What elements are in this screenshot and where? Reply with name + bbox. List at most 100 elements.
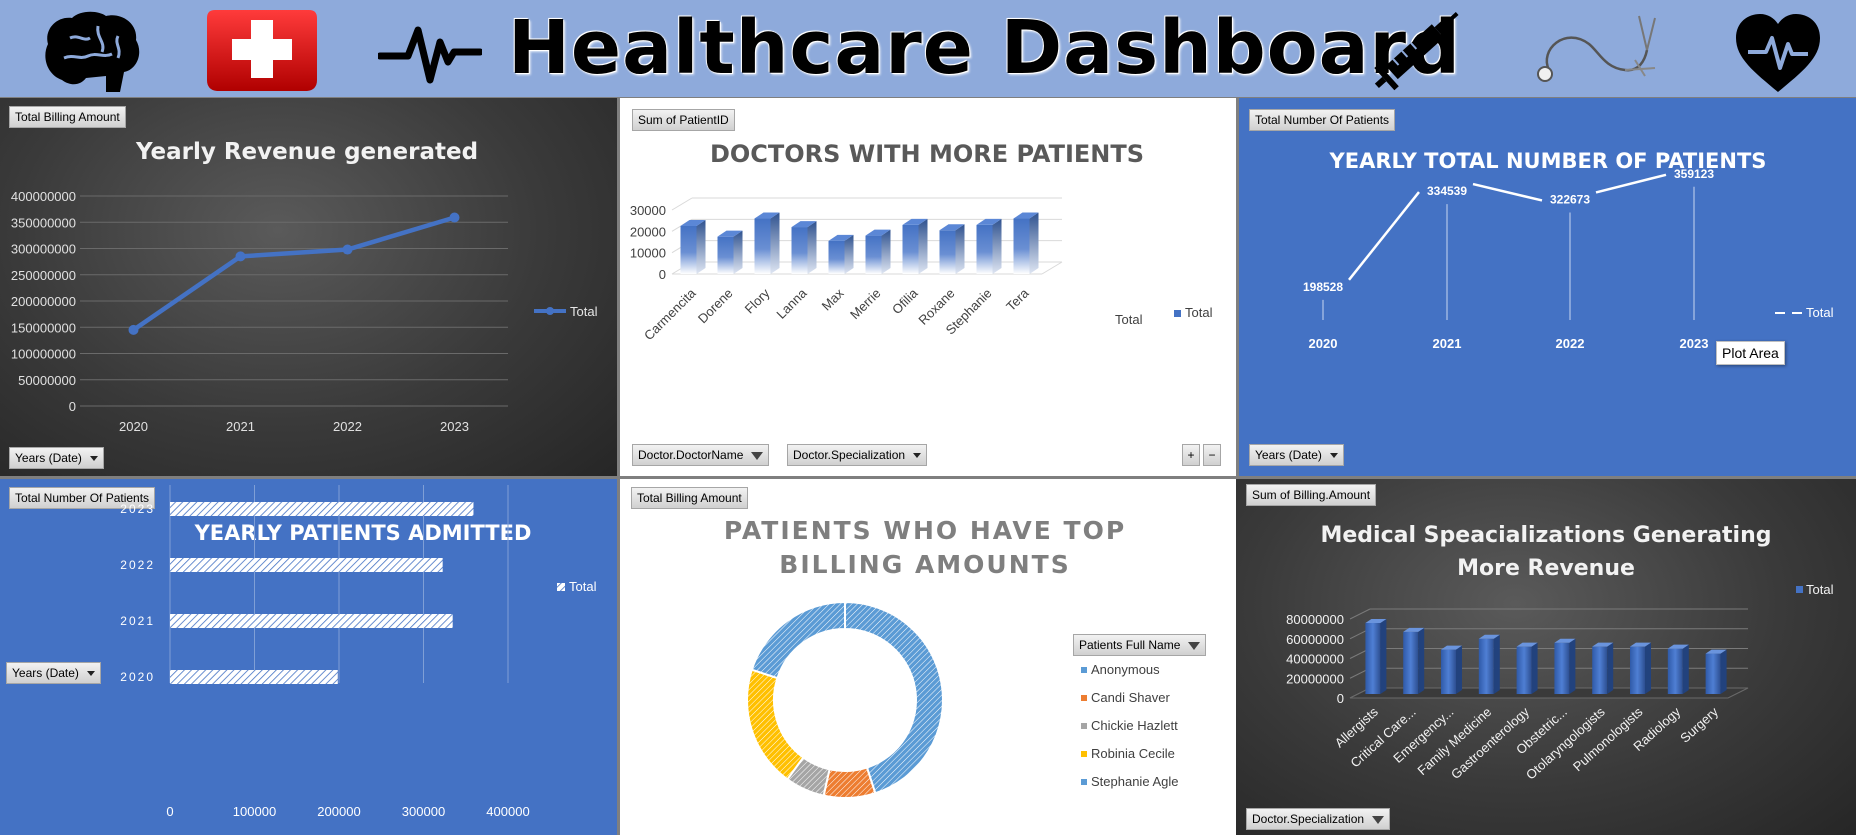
legend-swatch-total [1174,310,1181,317]
bar-side [1418,627,1425,694]
y-tick-label: 80000000 [1286,612,1344,627]
bar-side [1720,649,1727,694]
filter-doctor-specialization[interactable]: Doctor.Specialization [787,444,928,466]
bar-top [828,234,854,241]
bar-side [881,229,891,274]
bar-top [1592,642,1614,647]
chart-title: DOCTORS WITH MORE PATIENTS [710,140,1144,168]
bar [1630,646,1645,694]
legend-label-total: Total [1806,305,1834,320]
legend-label: Chickie Hazlett [1091,718,1178,733]
chart-title-line: Medical Speacializations Generating [1320,523,1771,548]
filter-doctor-name-label: Doctor.DoctorName [638,448,744,462]
field-total-number-of-patients[interactable]: Total Number Of Patients [9,487,156,509]
filter-years-date[interactable]: Years (Date) [1249,444,1344,466]
chart-title-line: More Revenue [1457,556,1635,581]
x-tick-label: 2023 [1680,336,1709,351]
filter-years-date[interactable]: Years (Date) [9,447,104,469]
data-point [235,251,246,262]
y-tick-label: 0 [69,399,76,414]
data-label: 334539 [1427,184,1467,198]
y-tick-label: 400000000 [11,189,76,204]
bar-top [976,218,1002,225]
bar-side [733,230,743,274]
bar-side [1380,618,1387,694]
filter-funnel-icon [1188,641,1201,650]
bar-side [1682,644,1689,694]
chart-title: YEARLY PATIENTS ADMITTED [194,521,532,545]
bar [1403,631,1419,694]
filter-years-date[interactable]: Years (Date) [6,662,101,684]
y-tick-label: 350000000 [11,215,76,230]
bar-top [1554,638,1576,643]
x-tick-label: 2023 [440,419,469,434]
bar-carmencita [680,226,697,274]
panel-yearly-total-patients: Total Number Of Patients YEARLY TOTAL NU… [1239,98,1856,476]
legend-swatch [1081,779,1087,785]
y-tick-label: 0 [1337,691,1344,706]
bar-top [1441,645,1462,650]
bar-side [1456,645,1462,694]
chart-top-billing: PATIENTS WHO HAVE TOP BILLING AMOUNTS Anon… [724,516,1178,799]
x-tick-label: 300000 [402,804,445,819]
legend-label-total: Total [1185,305,1213,320]
series-line-total [132,215,456,332]
collapse-button[interactable]: − [1203,444,1221,466]
filter-doctor-name[interactable]: Doctor.DoctorName [632,444,770,466]
floor-line [1041,261,1063,275]
heart-pulse-icon [1734,12,1822,94]
bar-side [770,212,780,274]
bar-max [828,240,845,274]
series-segment [1348,191,1420,281]
legend-label: Candi Shaver [1091,690,1170,705]
bar [1516,646,1532,694]
bar-side [696,220,706,274]
x-tick-label: 2022 [333,419,362,434]
field-total-number-of-patients[interactable]: Total Number Of Patients [1249,109,1396,131]
field-total-billing-amount[interactable]: Total Billing Amount [9,106,126,128]
filter-doctor-specialization[interactable]: Doctor.Specialization [1246,808,1391,830]
bar-top [1630,642,1651,647]
x-tick-label: 400000 [486,804,529,819]
stethoscope-icon [1535,10,1661,88]
bar-top [1013,212,1039,219]
field-sum-of-patientid[interactable]: Sum of PatientID [632,109,735,131]
x-tick-label: 2021 [1433,336,1462,351]
y-tick-label: 60000000 [1286,632,1344,647]
x-tick-label: Merrie [847,286,884,323]
series-segment [1472,182,1543,202]
y-tick-label: 20000000 [1286,671,1344,686]
bar-top [791,221,817,228]
y-tick-label: 250000000 [11,268,76,283]
expand-button[interactable]: + [1182,444,1200,466]
field-sum-of-billing-amount[interactable]: Sum of Billing.Amount [1246,484,1377,506]
dashboard-title: Healthcare Dashboard [508,5,1462,91]
legend-label-total: Total [569,579,597,594]
bar-tera [1013,218,1030,274]
bar-roxane [939,230,956,274]
bar-side [1607,642,1614,694]
chart-title-line: PATIENTS WHO HAVE TOP [724,516,1126,545]
bar-top [1516,642,1538,647]
x-tick-label: 0 [166,804,173,819]
bar-top [1365,618,1387,623]
bar-flory [754,218,771,274]
filter-funnel-icon [1372,815,1385,824]
x-tick-label: 2021 [226,419,255,434]
panel-yearly-patients-admitted: Total Number Of Patients YEARLY PATIENTS… [0,479,617,835]
x-tick-label: Ofilia [889,285,921,317]
panel-specializations: Sum of Billing.Amount Medical Speacializ… [1236,479,1856,835]
filter-patients-full-name[interactable]: Patients Full Name [1073,634,1207,656]
x-tick-label: Critical Care... [1347,704,1418,770]
medical-cross-icon [205,8,319,93]
y-tick-label: 300000000 [11,242,76,257]
data-label: 198528 [1303,280,1343,294]
y-tick-label: 10000 [630,246,666,261]
bar-side [807,221,817,274]
x-tick-label: Dorene [695,286,736,327]
brain-icon [40,8,144,93]
bar-top [717,230,743,237]
bar-top [939,224,965,231]
bar [1554,642,1570,694]
field-total-billing-amount[interactable]: Total Billing Amount [631,487,748,509]
